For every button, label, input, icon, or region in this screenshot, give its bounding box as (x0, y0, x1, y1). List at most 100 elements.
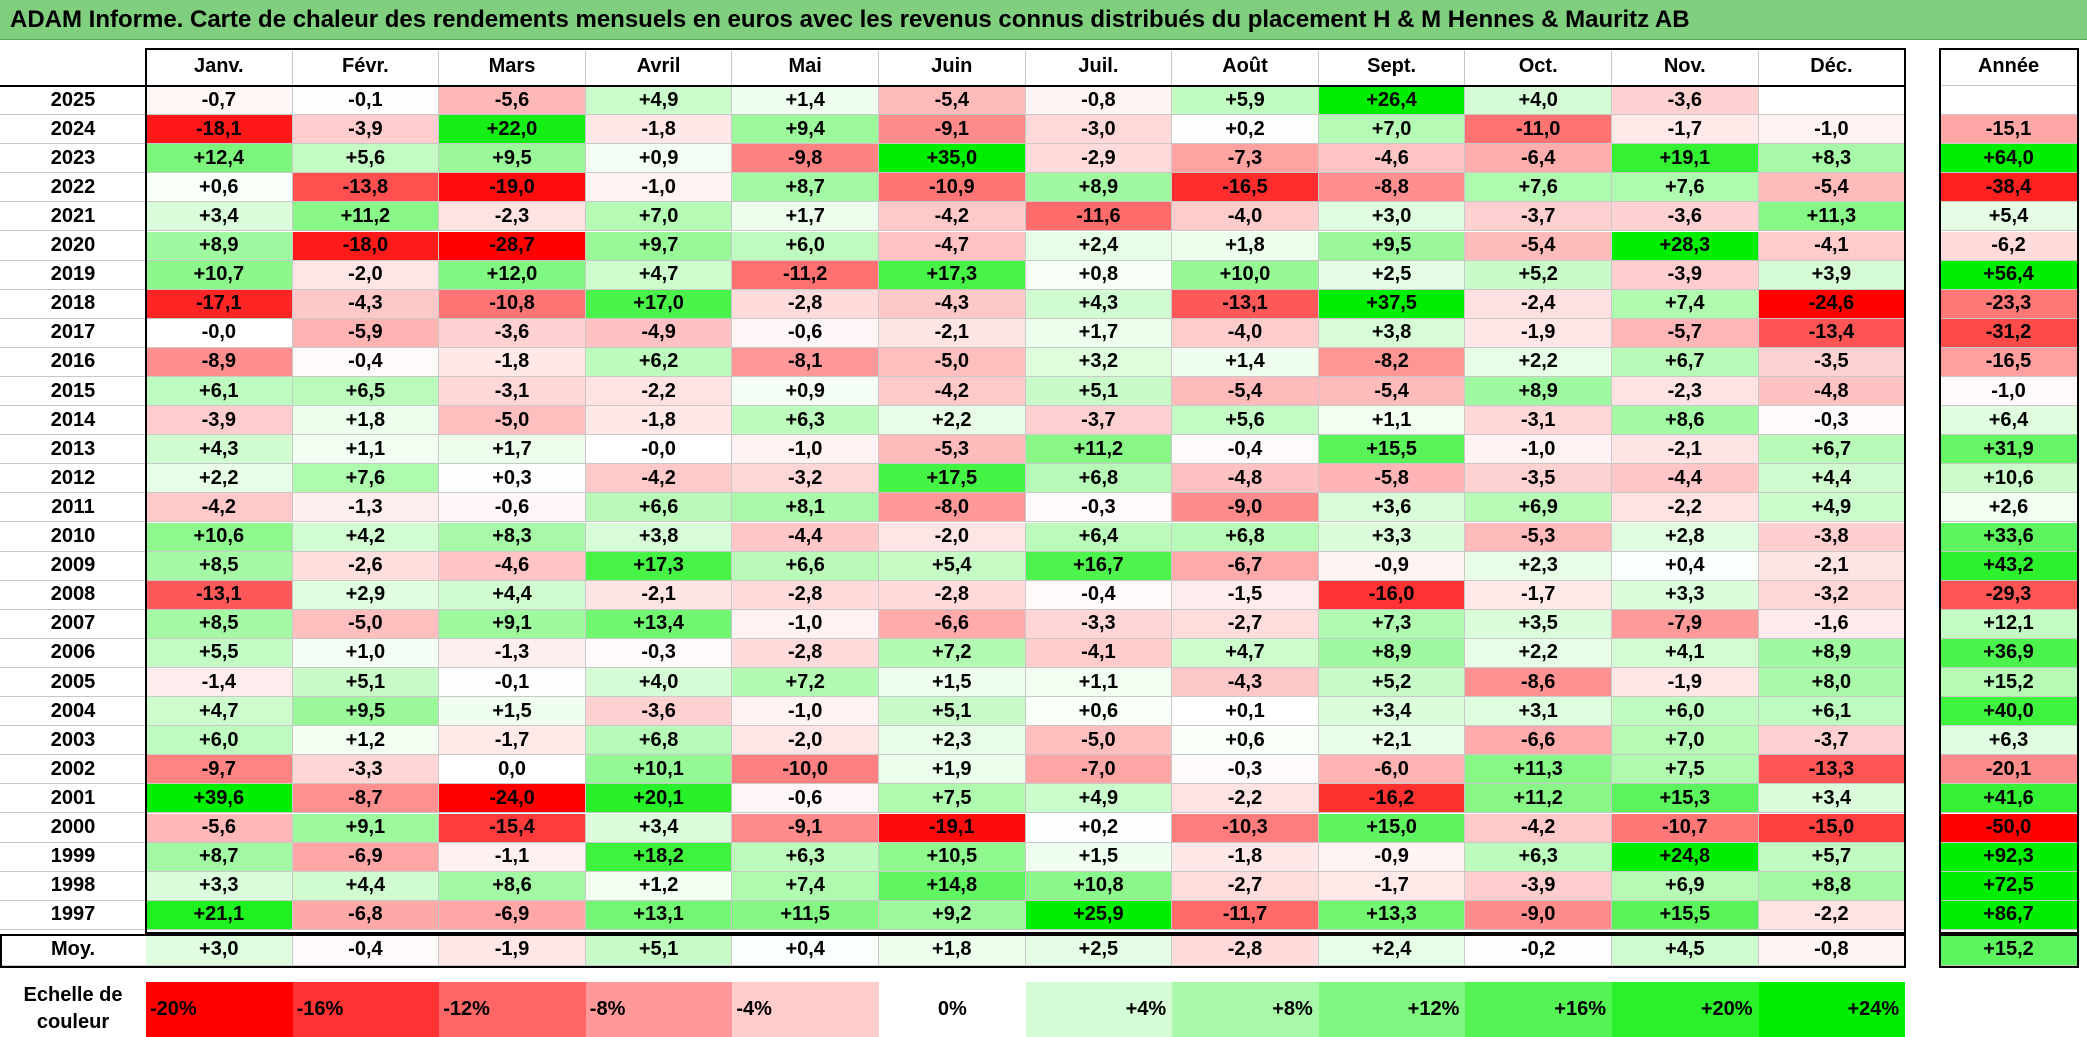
color-scale-label-line2: couleur (36, 1011, 110, 1033)
heatmap-cell: -2,0 (732, 726, 879, 756)
heatmap-cell: +6,1 (1758, 697, 1906, 727)
heatmap-cell: -2,2 (1172, 784, 1319, 814)
heatmap-cell: -0,9 (1318, 842, 1466, 872)
heatmap-cell: +1,5 (1025, 842, 1173, 872)
heatmap-cell: -6,4 (1465, 144, 1612, 174)
heatmap-cell: -1,4 (146, 668, 293, 698)
heatmap-cell: -1,7 (1318, 871, 1466, 901)
heatmap-cell: +3,5 (1465, 609, 1612, 639)
heatmap-cell: +11,2 (1025, 435, 1173, 465)
heatmap-cell: -2,1 (585, 580, 733, 610)
heatmap-cell: -3,7 (1758, 726, 1906, 756)
heatmap-cell: +6,0 (146, 726, 293, 756)
heatmap-cell: -5,3 (1465, 522, 1612, 552)
heatmap-cell: +4,0 (1465, 86, 1612, 116)
year-label: 2018 (0, 289, 146, 319)
heatmap-cell: +8,1 (732, 493, 879, 523)
heatmap-cell: +1,1 (292, 435, 440, 465)
color-scale-swatch: +4% (1025, 982, 1173, 1037)
heatmap-cell: -16,0 (1318, 580, 1466, 610)
heatmap-cell: +26,4 (1318, 86, 1466, 116)
heatmap-cell: -4,0 (1172, 202, 1319, 232)
heatmap-cell: +2,1 (1318, 726, 1466, 756)
heatmap-cell: +3,3 (146, 871, 293, 901)
heatmap-cell: +8,5 (146, 609, 293, 639)
year-label: 2016 (0, 347, 146, 377)
heatmap-cell: +7,6 (1465, 173, 1612, 203)
heatmap-cell: -6,8 (292, 900, 440, 930)
average-label: Moy. (0, 934, 146, 966)
month-header: Avril (585, 48, 733, 86)
heatmap-cell: -4,3 (1172, 668, 1319, 698)
heatmap-cell: +18,2 (585, 842, 733, 872)
heatmap-cell: +6,0 (732, 231, 879, 261)
heatmap-cell: +6,9 (1465, 493, 1612, 523)
heatmap-cell: +3,8 (585, 522, 733, 552)
year-label: 2012 (0, 464, 146, 494)
heatmap-cell: +3,3 (1612, 580, 1759, 610)
heatmap-cell: -2,7 (1172, 871, 1319, 901)
year-column-header: Année (1939, 48, 2079, 86)
heatmap-cell: -0,8 (1025, 86, 1173, 116)
heatmap-cell: +5,1 (879, 697, 1026, 727)
color-scale-swatch: +12% (1318, 982, 1466, 1037)
heatmap-cell: -1,3 (439, 638, 586, 668)
heatmap-cell: -5,4 (1758, 173, 1906, 203)
month-header: Sept. (1318, 48, 1466, 86)
heatmap-cell: +10,5 (879, 842, 1026, 872)
heatmap-cell: +0,8 (1025, 260, 1173, 290)
heatmap-cell: -24,0 (439, 784, 586, 814)
color-scale-swatch: +20% (1612, 982, 1759, 1037)
heatmap-cell: +15,5 (1612, 900, 1759, 930)
heatmap-cell: -5,0 (1025, 726, 1173, 756)
heatmap-cell: -7,9 (1612, 609, 1759, 639)
heatmap-cell: +6,3 (1465, 842, 1612, 872)
heatmap-cell: -10,3 (1172, 813, 1319, 843)
heatmap-cell: -4,7 (879, 231, 1026, 261)
average-cell: +3,0 (146, 934, 293, 966)
heatmap-cell: +3,3 (1318, 522, 1466, 552)
heatmap-cell: -7,0 (1025, 755, 1173, 785)
heatmap-cell: +5,1 (1025, 377, 1173, 407)
color-scale-swatch: -4% (732, 982, 879, 1037)
heatmap-cell: +2,2 (1465, 638, 1612, 668)
heatmap-cell: +0,6 (1025, 697, 1173, 727)
heatmap-cell: -13,3 (1758, 755, 1906, 785)
heatmap-cell: +21,1 (146, 900, 293, 930)
annual-cell (1939, 86, 2079, 116)
heatmap-cell: -4,6 (439, 551, 586, 581)
heatmap-cell: +17,3 (879, 260, 1026, 290)
heatmap-cell: -4,2 (1465, 813, 1612, 843)
heatmap-cell: -5,6 (439, 86, 586, 116)
heatmap-cell: +0,6 (146, 173, 293, 203)
annual-cell: -15,1 (1939, 115, 2079, 145)
heatmap-cell: +3,4 (146, 202, 293, 232)
heatmap-cell: -5,6 (146, 813, 293, 843)
heatmap-cell: +5,6 (292, 144, 440, 174)
heatmap-cell: -18,1 (146, 115, 293, 145)
heatmap-cell: +3,0 (1318, 202, 1466, 232)
heatmap-cell: -3,9 (292, 115, 440, 145)
heatmap-cell: -5,0 (879, 347, 1026, 377)
heatmap-cell: +1,2 (292, 726, 440, 756)
heatmap-cell: -1,8 (1172, 842, 1319, 872)
average-cell: +2,4 (1318, 934, 1466, 966)
year-label: 2004 (0, 697, 146, 727)
heatmap-cell: +0,4 (1612, 551, 1759, 581)
heatmap-cell: +3,4 (1318, 697, 1466, 727)
heatmap-cell: +9,5 (1318, 231, 1466, 261)
annual-cell: +64,0 (1939, 144, 2079, 174)
heatmap-cell: -4,4 (732, 522, 879, 552)
year-label: 2022 (0, 173, 146, 203)
color-scale-swatch: -16% (292, 982, 440, 1037)
heatmap-cell: +1,9 (879, 755, 1026, 785)
heatmap-cell: -2,2 (1758, 900, 1906, 930)
heatmap-cell: +5,7 (1758, 842, 1906, 872)
heatmap-cell: +6,7 (1758, 435, 1906, 465)
heatmap-cell: +5,4 (879, 551, 1026, 581)
heatmap-cell: -15,0 (1758, 813, 1906, 843)
heatmap-cell: +8,9 (146, 231, 293, 261)
heatmap-cell: -4,8 (1172, 464, 1319, 494)
year-label: 2005 (0, 668, 146, 698)
heatmap-cell: +0,2 (1172, 115, 1319, 145)
